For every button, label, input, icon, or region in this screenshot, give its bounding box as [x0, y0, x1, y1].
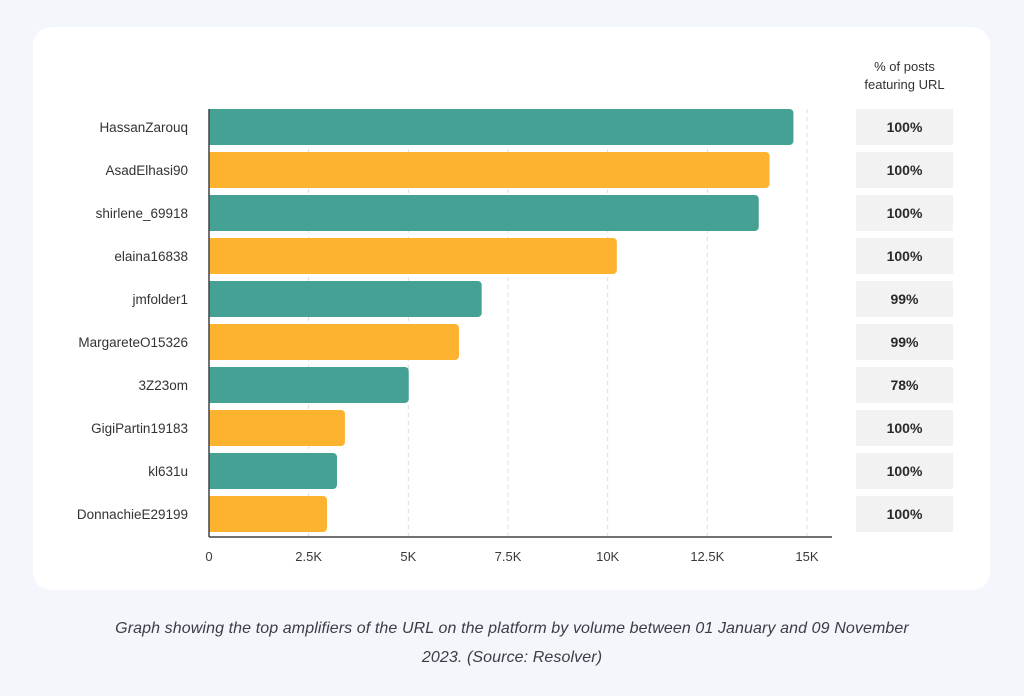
bar	[209, 281, 482, 317]
bar	[208, 324, 459, 360]
percent-cell	[856, 238, 953, 274]
percent-cell	[856, 453, 953, 489]
bar	[209, 152, 770, 188]
percent-value: 100%	[887, 420, 923, 436]
chart-caption: Graph showing the top amplifiers of the …	[115, 620, 909, 666]
category-label: HassanZarouq	[99, 120, 188, 135]
x-tick-label: 7.5K	[495, 549, 522, 564]
x-tick-label: 10K	[596, 549, 619, 564]
bar	[208, 453, 337, 489]
percent-cell	[856, 109, 953, 145]
percent-value: 100%	[887, 205, 923, 221]
percent-value: 100%	[887, 506, 923, 522]
percent-value: 100%	[887, 119, 923, 135]
x-tick-label: 5K	[400, 549, 416, 564]
bar	[208, 410, 345, 446]
table-header: featuring URL	[864, 77, 944, 92]
category-label: jmfolder1	[131, 292, 188, 307]
category-label: AsadElhasi90	[105, 163, 188, 178]
bar	[209, 496, 328, 532]
percent-cell	[856, 324, 953, 360]
bar	[209, 109, 794, 145]
category-label: shirlene_69918	[96, 206, 188, 221]
category-label: GigiPartin19183	[91, 421, 188, 436]
percent-value: 99%	[890, 334, 919, 350]
percent-cell	[856, 410, 953, 446]
percent-cell	[856, 496, 953, 532]
category-label: MargareteO15326	[78, 335, 188, 350]
percent-cell	[856, 367, 953, 403]
percent-value: 78%	[890, 377, 919, 393]
x-tick-label: 2.5K	[295, 549, 322, 564]
percent-cell	[856, 281, 953, 317]
percent-value: 100%	[887, 463, 923, 479]
category-label: 3Z23om	[138, 378, 188, 393]
bar	[209, 195, 759, 231]
x-tick-label: 12.5K	[690, 549, 724, 564]
x-tick-label: 0	[205, 549, 212, 564]
x-tick-label: 15K	[795, 549, 818, 564]
percent-cell	[856, 195, 953, 231]
bar	[209, 367, 409, 403]
table-header: % of posts	[874, 59, 935, 74]
category-label: kl631u	[148, 464, 188, 479]
percent-cell	[856, 152, 953, 188]
percent-value: 100%	[887, 162, 923, 178]
bar-chart: 0 2.5K 5K 7.5K 10K 12.5K 15K HassanZarouq 100% As…	[77, 59, 953, 564]
category-label: elaina16838	[114, 249, 188, 264]
percent-value: 99%	[890, 291, 919, 307]
bar	[209, 238, 617, 274]
category-label: DonnachieE29199	[77, 507, 188, 522]
percent-value: 100%	[887, 248, 923, 264]
